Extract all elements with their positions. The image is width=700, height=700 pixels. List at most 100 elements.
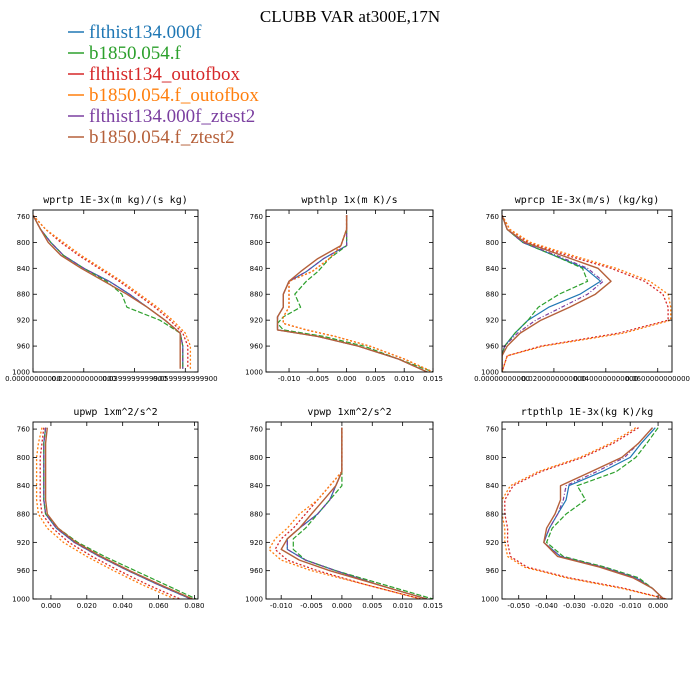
- series-line: [543, 427, 665, 599]
- y-tick-label: 1000: [481, 369, 499, 377]
- y-tick-label: 760: [486, 426, 499, 434]
- x-tick-label: 0.005: [362, 602, 382, 610]
- y-tick-label: 760: [486, 213, 499, 221]
- legend-label: b1850.054.f: [89, 43, 182, 64]
- panels: wprtp 1E-3x(m kg)/(s kg) 760 800 840 880 920 9…: [5, 195, 690, 610]
- legend-label: b1850.054.f_outofbox: [89, 85, 259, 106]
- y-tick-label: 760: [17, 426, 30, 434]
- panel-title: upwp 1xm^2/s^2: [73, 407, 157, 418]
- x-tick-label: 0.00000000000: [474, 375, 530, 383]
- series-line: [502, 214, 612, 372]
- y-tick-label: 960: [250, 343, 263, 351]
- x-tick-label: 0.010: [394, 375, 414, 383]
- y-tick-label: 960: [250, 567, 263, 575]
- series-line: [33, 214, 184, 369]
- y-tick-label: 800: [486, 239, 499, 247]
- y-tick-label: 800: [17, 239, 30, 247]
- x-tick-label: 0.015: [423, 602, 443, 610]
- y-tick-label: 960: [17, 567, 30, 575]
- x-tick-label: 0.015: [423, 375, 443, 383]
- x-tick-label: -0.050: [507, 602, 530, 610]
- x-tick-label: -0.020: [591, 602, 614, 610]
- panel-title: wpthlp 1x(m K)/s: [301, 195, 397, 206]
- y-tick-label: 840: [17, 482, 30, 490]
- y-tick-label: 840: [17, 265, 30, 273]
- panel-5: vpwp 1xm^2/s^2 760 800 840 880 920 960 1000 -0.0…: [245, 407, 443, 610]
- series-line: [292, 427, 433, 599]
- y-tick-label: 880: [250, 291, 263, 299]
- plot-frame: [32, 421, 199, 600]
- panel-title: rtpthlp 1E-3x(kg K)/kg: [521, 407, 653, 418]
- legend-label: flthist134.000f: [89, 22, 202, 43]
- y-tick-label: 760: [17, 213, 30, 221]
- x-tick-label: 0.000: [41, 602, 61, 610]
- y-tick-label: 880: [486, 511, 499, 519]
- panel-2: wpthlp 1x(m K)/s 760 800 840 880 920 960 1000 -0…: [245, 195, 443, 383]
- y-tick-label: 960: [486, 567, 499, 575]
- x-tick-label: 0.000: [332, 602, 352, 610]
- figure-title: CLUBB VAR at300E,17N: [260, 7, 440, 26]
- y-tick-label: 920: [486, 539, 499, 547]
- y-tick-label: 840: [250, 482, 263, 490]
- series-line: [35, 427, 175, 599]
- x-tick-label: 0.080: [184, 602, 204, 610]
- x-tick-label: -0.005: [300, 602, 323, 610]
- series-line: [545, 427, 665, 599]
- y-tick-label: 960: [17, 343, 30, 351]
- x-tick-label: -0.010: [278, 375, 301, 383]
- legend-label: flthist134_outofbox: [89, 64, 240, 85]
- series-line: [276, 215, 428, 372]
- panel-1: wprtp 1E-3x(m kg)/(s kg) 760 800 840 880 920 9…: [5, 195, 217, 383]
- series-line: [504, 427, 667, 599]
- plot-frame: [32, 209, 199, 373]
- panel-title: wprtp 1E-3x(m kg)/(s kg): [43, 195, 188, 206]
- panel-title: vpwp 1xm^2/s^2: [307, 407, 391, 418]
- y-tick-label: 880: [17, 511, 30, 519]
- series-line: [43, 427, 192, 599]
- x-tick-label: 0.0400000000000: [574, 375, 639, 383]
- series-line: [276, 215, 428, 372]
- series-line: [276, 215, 433, 372]
- plot-frame: [265, 209, 434, 373]
- series-line: [280, 427, 428, 599]
- series-line: [502, 214, 602, 372]
- series-line: [543, 427, 665, 599]
- x-tick-label: -0.040: [535, 602, 558, 610]
- y-tick-label: 920: [250, 539, 263, 547]
- series-line: [502, 427, 667, 599]
- y-tick-label: 1000: [245, 369, 263, 377]
- series-line: [33, 214, 192, 369]
- legend: flthist134.000fb1850.054.fflthist134_out…: [68, 22, 259, 148]
- x-tick-label: 0.020: [77, 602, 97, 610]
- y-tick-label: 800: [486, 454, 499, 462]
- y-tick-label: 960: [486, 343, 499, 351]
- y-tick-label: 880: [17, 291, 30, 299]
- x-tick-label: -0.030: [563, 602, 586, 610]
- y-tick-label: 920: [17, 317, 30, 325]
- series-line: [286, 427, 428, 599]
- y-tick-label: 1000: [12, 369, 30, 377]
- series-line: [43, 427, 192, 599]
- x-tick-label: -0.010: [270, 602, 293, 610]
- panel-title: wprcp 1E-3x(m/s) (kg/kg): [515, 195, 660, 206]
- y-tick-label: 1000: [481, 596, 499, 604]
- y-tick-label: 840: [486, 265, 499, 273]
- series-line: [276, 215, 428, 372]
- plot-frame: [501, 209, 673, 373]
- y-tick-label: 800: [250, 454, 263, 462]
- y-tick-label: 1000: [245, 596, 263, 604]
- y-tick-label: 840: [250, 265, 263, 273]
- x-tick-label: 0.0399999999900: [102, 375, 167, 383]
- y-tick-label: 920: [486, 317, 499, 325]
- y-tick-label: 760: [250, 426, 263, 434]
- x-tick-label: 0.00000000000: [5, 375, 61, 383]
- x-tick-label: 0.000: [648, 602, 668, 610]
- series-line: [286, 427, 428, 599]
- series-line: [282, 215, 433, 372]
- y-tick-label: 880: [250, 511, 263, 519]
- x-tick-label: 0.0200000000000: [51, 375, 116, 383]
- y-tick-label: 880: [486, 291, 499, 299]
- x-tick-label: 0.060: [149, 602, 169, 610]
- y-tick-label: 800: [250, 239, 263, 247]
